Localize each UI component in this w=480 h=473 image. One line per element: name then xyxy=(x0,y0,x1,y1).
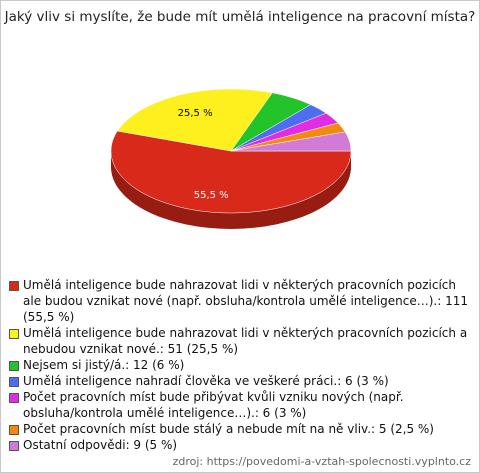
legend-item: Ostatní odpovědi: 9 (5 %) xyxy=(9,437,471,453)
legend-swatch xyxy=(9,281,19,291)
pie-slice xyxy=(116,88,273,152)
legend-swatch xyxy=(9,361,19,371)
legend-swatch xyxy=(9,377,19,387)
legend-swatch xyxy=(9,329,19,339)
pie-slice xyxy=(110,130,352,214)
legend-label: Umělá inteligence bude nahrazovat lidi v… xyxy=(23,278,468,324)
legend-item: Umělá inteligence bude nahrazovat lidi v… xyxy=(9,277,471,325)
data-label: 25,5 % xyxy=(178,108,213,119)
data-label: 55,5 % xyxy=(194,190,229,201)
chart-title: Jaký vliv si myslíte, že bude mít umělá … xyxy=(4,9,476,25)
pie-area: 55,5 % 25,5 % xyxy=(110,88,352,229)
pie-side xyxy=(111,151,351,229)
legend: Umělá inteligence bude nahrazovat lidi v… xyxy=(9,277,471,453)
source: zdroj: https://povedomi-a-vztah-spolecno… xyxy=(172,455,471,468)
legend-swatch xyxy=(9,393,19,403)
pie-slice xyxy=(230,131,352,152)
legend-label: Umělá inteligence nahradí člověka ve veš… xyxy=(23,374,389,388)
legend-label: Počet pracovních míst bude stálý a nebud… xyxy=(23,422,434,436)
legend-swatch xyxy=(9,441,19,451)
legend-item: Umělá inteligence bude nahrazovat lidi v… xyxy=(9,325,471,357)
legend-label: Počet pracovních míst bude přibývat kvůl… xyxy=(23,390,404,420)
legend-item: Počet pracovních míst bude přibývat kvůl… xyxy=(9,389,471,421)
legend-label: Umělá inteligence bude nahrazovat lidi v… xyxy=(23,326,468,356)
legend-item: Nejsem si jistý/á.: 12 (6 %) xyxy=(9,357,471,373)
legend-item: Umělá inteligence nahradí člověka ve veš… xyxy=(9,373,471,389)
legend-swatch xyxy=(9,425,19,435)
legend-item: Počet pracovních míst bude stálý a nebud… xyxy=(9,421,471,437)
legend-label: Nejsem si jistý/á.: 12 (6 %) xyxy=(23,358,185,372)
legend-label: Ostatní odpovědi: 9 (5 %) xyxy=(23,438,178,452)
